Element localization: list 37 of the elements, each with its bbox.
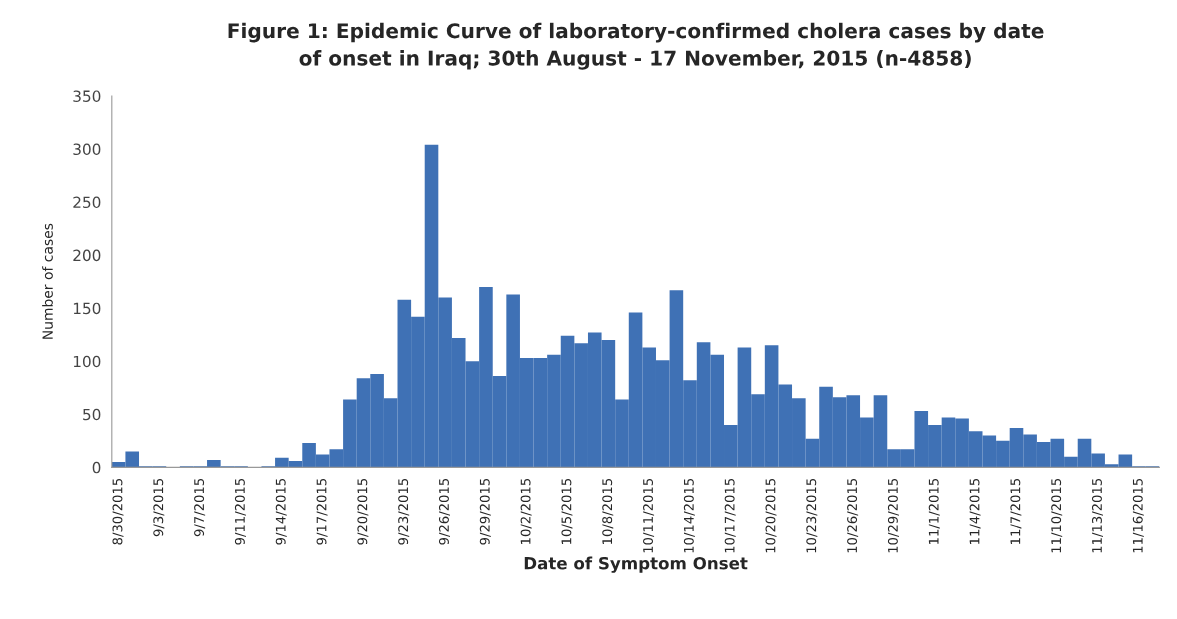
x-tick-label: 10/20/2015 — [765, 478, 777, 553]
x-tick-label: 11/7/2015 — [1010, 478, 1022, 544]
x-tick-label: 11/4/2015 — [969, 478, 981, 544]
x-tick-label: 9/17/2015 — [316, 478, 328, 545]
x-tick-label: 10/8/2015 — [602, 478, 614, 544]
y-tick-label: 300 — [73, 143, 101, 156]
x-tick-label: 8/30/2015 — [112, 478, 124, 545]
x-tick-label: 9/3/2015 — [153, 478, 165, 537]
x-tick-label: 9/20/2015 — [357, 478, 369, 545]
x-tick-label: 9/7/2015 — [194, 478, 206, 537]
y-tick-label: 100 — [73, 355, 101, 368]
x-tick-label: 10/11/2015 — [643, 478, 655, 553]
y-tick-label: 50 — [83, 408, 101, 421]
x-tick-label: 9/11/2015 — [234, 478, 246, 545]
x-tick-label: 10/2/2015 — [520, 478, 532, 544]
x-tick-label: 10/14/2015 — [683, 478, 695, 553]
y-tick-label: 250 — [73, 196, 101, 209]
x-tick-label: 11/16/2015 — [1132, 478, 1144, 553]
chart-title: Figure 1: Epidemic Curve of laboratory-confirmed cholera cases by date of onset in Iraq; 30th August - 17 November, 2015 (n-4858) — [228, 22, 1044, 70]
y-axis-title: Number of cases — [42, 223, 53, 339]
x-tick-label: 9/14/2015 — [275, 478, 287, 545]
y-tick-label: 150 — [73, 302, 101, 315]
x-tick-label: 11/1/2015 — [928, 478, 940, 544]
x-tick-label: 11/10/2015 — [1051, 478, 1063, 553]
y-tick-label: 0 — [92, 461, 101, 474]
x-tick-label: 11/13/2015 — [1091, 478, 1103, 553]
x-axis-title: Date of Symptom Onset — [524, 556, 748, 573]
x-tick-label: 10/26/2015 — [847, 478, 859, 553]
x-tick-label: 9/26/2015 — [438, 478, 450, 545]
y-tick-label: 350 — [73, 90, 101, 102]
x-tick-label: 10/5/2015 — [561, 478, 573, 544]
x-tick-label: 9/29/2015 — [479, 478, 491, 545]
x-tick-label: 10/17/2015 — [724, 478, 736, 553]
y-tick-label: 200 — [73, 249, 101, 262]
x-tick-label: 9/23/2015 — [398, 478, 410, 545]
x-tick-label: 10/23/2015 — [806, 478, 818, 553]
x-tick-label: 10/29/2015 — [887, 478, 899, 553]
